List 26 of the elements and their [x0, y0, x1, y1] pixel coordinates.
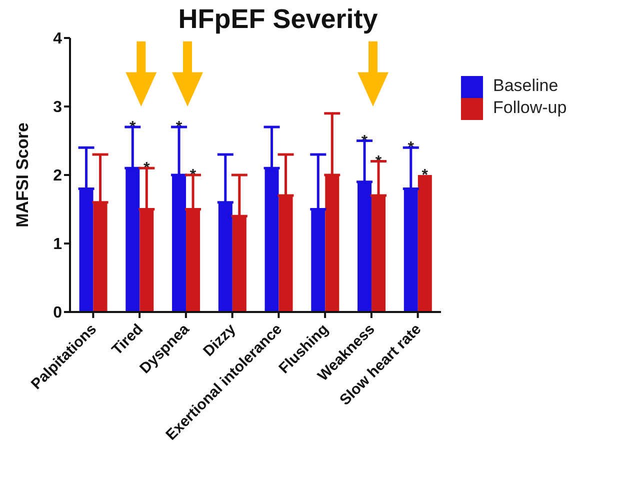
- bar: [358, 182, 372, 312]
- bar: [126, 168, 140, 312]
- bar: [172, 175, 186, 312]
- bar: [404, 188, 418, 312]
- bar: [325, 175, 340, 312]
- y-tick-label: 1: [53, 236, 62, 254]
- y-tick-label: 4: [53, 30, 62, 48]
- bar: [218, 202, 232, 312]
- bar: [311, 209, 326, 312]
- bar: [278, 196, 293, 312]
- bar: [79, 188, 94, 312]
- bar: [232, 216, 246, 312]
- y-axis-title: MAFSI Score: [13, 122, 32, 228]
- y-tick-label: 2: [53, 168, 62, 185]
- legend-label: Baseline: [493, 76, 558, 96]
- bar: [418, 175, 432, 312]
- bar: [186, 209, 200, 312]
- y-tick-label: 3: [53, 99, 62, 116]
- y-tick-label: 0: [53, 304, 62, 322]
- bar: [140, 209, 154, 312]
- legend-label: Follow-up: [493, 98, 567, 118]
- bar: [372, 196, 386, 312]
- chart-title: HFpEF Severity: [177, 4, 379, 35]
- bar: [264, 168, 279, 312]
- bar: [93, 202, 108, 312]
- annotation: *: [422, 167, 429, 184]
